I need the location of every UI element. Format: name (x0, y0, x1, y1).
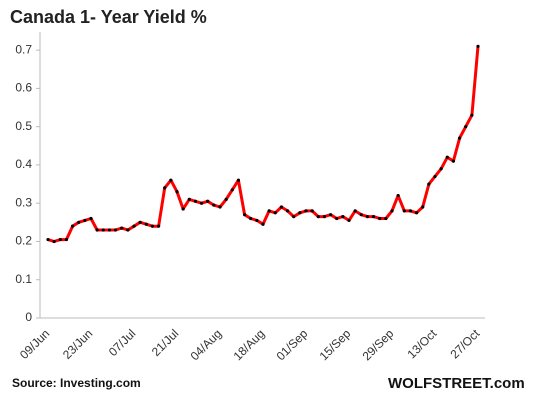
point (187, 197, 191, 201)
x-tick-label: 29/Sep (360, 326, 397, 363)
point (138, 220, 142, 224)
point (144, 222, 148, 226)
point (396, 193, 400, 198)
y-tick-label: 0.5 (15, 119, 32, 133)
source: Source: Investing.com (12, 376, 141, 390)
point (236, 178, 241, 182)
x-tick-label: 07/Jul (106, 326, 139, 359)
point (58, 237, 62, 242)
point (230, 188, 234, 192)
point (132, 224, 136, 228)
point (451, 159, 456, 163)
x-tick-label: 23/Jun (60, 326, 95, 361)
point (70, 224, 75, 228)
point (46, 237, 50, 242)
x-tick-label: 18/Aug (231, 326, 268, 363)
point (427, 182, 431, 186)
point (310, 209, 314, 213)
point (414, 211, 419, 215)
y-tick-label: 0 (25, 310, 32, 324)
point (64, 237, 69, 242)
point (255, 218, 259, 223)
point (126, 228, 130, 232)
point (150, 224, 155, 228)
y-tick-label: 0.3 (15, 195, 32, 209)
y-tick-label: 0.2 (15, 234, 32, 248)
point (298, 211, 302, 215)
point (193, 199, 198, 203)
point (181, 207, 185, 211)
point (408, 209, 413, 213)
point (120, 226, 124, 230)
point (328, 213, 333, 217)
x-tick-label: 09/Jun (17, 326, 52, 361)
x-tick-label: 21/Jul (149, 326, 182, 359)
point (249, 216, 253, 221)
y-tick-label: 0.1 (15, 272, 32, 286)
x-tick-label: 01/Sep (274, 326, 311, 363)
point (476, 44, 480, 48)
point (365, 214, 370, 219)
point (52, 239, 56, 244)
point (402, 209, 406, 213)
point (156, 224, 161, 228)
x-tick-label: 27/Oct (447, 326, 482, 361)
point (464, 125, 468, 129)
point (89, 216, 93, 221)
point (95, 228, 99, 232)
point (304, 209, 308, 213)
point (206, 199, 210, 203)
point (371, 214, 376, 219)
point (347, 218, 351, 223)
point (83, 218, 87, 223)
point (421, 205, 425, 209)
point (175, 190, 179, 194)
point (322, 214, 327, 219)
point (279, 205, 284, 209)
credit: WOLFSTREET.com (388, 375, 525, 392)
point (341, 214, 345, 219)
point (113, 228, 118, 232)
point (107, 228, 112, 232)
point (199, 201, 204, 205)
point (169, 178, 173, 182)
point (335, 216, 339, 221)
chart-title: Canada 1- Year Yield % (10, 7, 207, 27)
y-tick-label: 0.6 (15, 81, 32, 95)
point (470, 113, 474, 117)
point (163, 186, 167, 190)
point (353, 209, 357, 213)
point (261, 222, 265, 226)
point (242, 213, 247, 217)
y-tick-label: 0.7 (15, 42, 32, 56)
point (316, 214, 320, 219)
point (285, 209, 290, 213)
point (224, 197, 228, 201)
x-tick-label: 04/Aug (188, 326, 225, 363)
x-tick-label: 15/Sep (317, 326, 354, 363)
point (273, 211, 277, 215)
point (77, 220, 81, 224)
point (359, 213, 363, 217)
y-tick-label: 0.4 (15, 157, 32, 171)
point (267, 209, 271, 213)
point (101, 228, 105, 232)
point (212, 203, 216, 207)
point (457, 136, 462, 140)
point (390, 209, 394, 213)
point (433, 174, 437, 179)
point (292, 214, 296, 219)
point (378, 216, 382, 221)
point (218, 205, 222, 209)
point (439, 167, 443, 171)
point (445, 155, 449, 159)
line (47, 46, 480, 243)
point (384, 216, 388, 221)
x-tick-label: 13/Oct (404, 326, 439, 361)
